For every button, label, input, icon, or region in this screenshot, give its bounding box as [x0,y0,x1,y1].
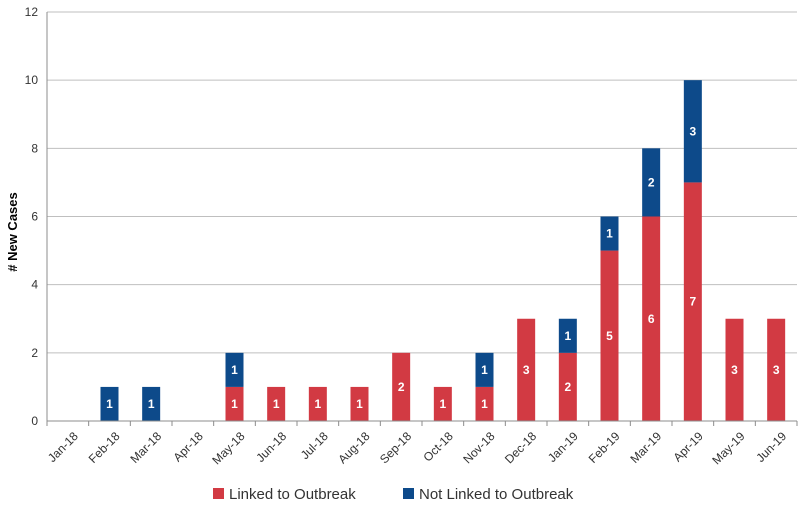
bar-data-label: 3 [689,124,696,138]
bar-data-label: 7 [689,295,696,309]
legend-label-linked: Linked to Outbreak [229,486,356,503]
bar-data-label: 2 [648,175,655,189]
bar-linked [600,250,619,421]
bar-not-linked [142,386,161,421]
bar-linked [767,318,786,421]
y-tick-label: 4 [31,278,38,292]
bar-data-label: 2 [398,380,405,394]
bar-linked [308,386,327,421]
bar-data-label: 3 [731,363,738,377]
bar-linked [642,216,661,421]
x-tick-label: Dec-18 [502,429,539,466]
bar-not-linked [475,352,494,387]
bar-data-label: 1 [148,397,155,411]
bar-data-label: 1 [356,397,363,411]
bar-linked [475,386,494,421]
bar-data-label: 1 [231,363,238,377]
bar-data-label: 3 [773,363,780,377]
bar-data-label: 3 [523,363,530,377]
bar-data-label: 1 [273,397,280,411]
x-tick-label: Jan-18 [45,429,81,465]
y-tick-label: 12 [25,5,39,19]
bar-data-label: 1 [481,397,488,411]
x-tick-label: Jun-19 [753,429,789,465]
bar-not-linked [600,216,619,251]
x-tick-label: Jun-18 [253,429,289,465]
bar-not-linked [558,318,577,353]
bar-data-label: 1 [314,397,321,411]
x-tick-label: Sep-18 [377,429,414,466]
bar-linked [392,352,411,421]
x-tick-label: May-19 [709,429,747,467]
bar-data-label: 6 [648,312,655,326]
bar-linked [683,182,702,421]
bar-not-linked [642,148,661,217]
x-tick-label: Apr-18 [171,429,207,465]
bar-data-label: 1 [439,397,446,411]
y-tick-label: 10 [25,73,39,87]
bar-linked [517,318,536,421]
x-tick-label: Jul-18 [298,429,331,462]
y-axis-title: # New Cases [5,192,20,272]
bar-linked [350,386,369,421]
x-tick-label: Nov-18 [460,429,497,466]
bar-linked [725,318,744,421]
bar-data-label: 1 [481,363,488,377]
x-tick-label: Feb-19 [586,429,623,466]
y-tick-label: 6 [31,210,38,224]
bar-linked [267,386,286,421]
y-tick-label: 8 [31,141,38,155]
bar-linked [225,386,244,421]
bar-data-label: 2 [564,380,571,394]
bar-linked [558,352,577,421]
bar-data-label: 1 [106,397,113,411]
bar-data-label: 1 [564,329,571,343]
x-tick-label: Aug-18 [335,429,372,466]
legend: Linked to Outbreak Not Linked to Outbrea… [213,486,574,503]
x-tick-label: May-18 [209,429,247,467]
x-tick-label: Jan-19 [545,429,581,465]
legend-swatch-not-linked [403,488,414,499]
x-tick-label: Mar-18 [127,429,164,466]
bar-not-linked [683,80,702,183]
bars: 1 1 1 1 2 1 1 3 2 5 6 7 3 3 1 1 1 1 1 1 2 3 [100,80,786,421]
bar-data-label: 5 [606,329,613,343]
x-tick-label: Oct-18 [421,429,457,465]
legend-label-not-linked: Not Linked to Outbreak [419,486,574,503]
bar-not-linked [100,386,119,421]
y-tick-label: 0 [31,414,38,428]
x-tick-label: Mar-19 [627,429,664,466]
y-tick-label: 2 [31,346,38,360]
legend-swatch-linked [213,488,224,499]
bar-not-linked [225,352,244,387]
bar-linked [433,386,452,421]
x-tick-label: Feb-18 [86,429,123,466]
gridlines [47,11,797,354]
bar-data-label: 1 [231,397,238,411]
bar-data-label: 1 [606,227,613,241]
x-tick-label: Apr-19 [671,429,707,465]
